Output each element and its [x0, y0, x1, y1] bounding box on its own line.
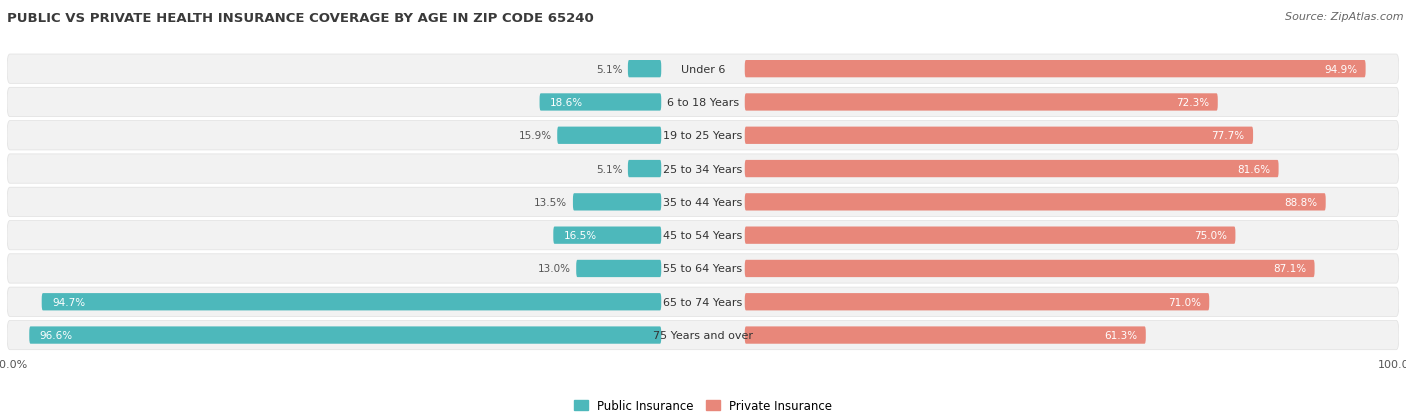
FancyBboxPatch shape — [745, 260, 1315, 278]
FancyBboxPatch shape — [628, 61, 661, 78]
FancyBboxPatch shape — [7, 188, 1399, 217]
FancyBboxPatch shape — [745, 61, 1365, 78]
Legend: Public Insurance, Private Insurance: Public Insurance, Private Insurance — [569, 394, 837, 413]
Text: 15.9%: 15.9% — [519, 131, 551, 141]
Text: 5.1%: 5.1% — [596, 164, 623, 174]
Text: 87.1%: 87.1% — [1272, 264, 1306, 274]
Text: 65 to 74 Years: 65 to 74 Years — [664, 297, 742, 307]
Text: 75.0%: 75.0% — [1194, 230, 1227, 241]
FancyBboxPatch shape — [628, 161, 661, 178]
FancyBboxPatch shape — [745, 227, 1236, 244]
FancyBboxPatch shape — [7, 121, 1399, 151]
Text: 94.7%: 94.7% — [52, 297, 86, 307]
FancyBboxPatch shape — [7, 55, 1399, 84]
Text: 13.5%: 13.5% — [534, 197, 568, 207]
FancyBboxPatch shape — [7, 88, 1399, 117]
Text: PUBLIC VS PRIVATE HEALTH INSURANCE COVERAGE BY AGE IN ZIP CODE 65240: PUBLIC VS PRIVATE HEALTH INSURANCE COVER… — [7, 12, 593, 25]
Text: 6 to 18 Years: 6 to 18 Years — [666, 98, 740, 108]
FancyBboxPatch shape — [7, 320, 1399, 350]
Text: 16.5%: 16.5% — [564, 230, 598, 241]
FancyBboxPatch shape — [540, 94, 661, 112]
FancyBboxPatch shape — [30, 327, 661, 344]
FancyBboxPatch shape — [554, 227, 661, 244]
FancyBboxPatch shape — [7, 254, 1399, 283]
Text: 35 to 44 Years: 35 to 44 Years — [664, 197, 742, 207]
FancyBboxPatch shape — [7, 221, 1399, 250]
FancyBboxPatch shape — [745, 194, 1326, 211]
Text: 71.0%: 71.0% — [1168, 297, 1201, 307]
FancyBboxPatch shape — [42, 293, 661, 311]
Text: 55 to 64 Years: 55 to 64 Years — [664, 264, 742, 274]
FancyBboxPatch shape — [745, 327, 1146, 344]
FancyBboxPatch shape — [7, 287, 1399, 317]
FancyBboxPatch shape — [7, 154, 1399, 184]
FancyBboxPatch shape — [745, 161, 1278, 178]
FancyBboxPatch shape — [572, 194, 661, 211]
FancyBboxPatch shape — [745, 293, 1209, 311]
FancyBboxPatch shape — [557, 127, 661, 145]
FancyBboxPatch shape — [745, 127, 1253, 145]
FancyBboxPatch shape — [745, 94, 1218, 112]
Text: 81.6%: 81.6% — [1237, 164, 1270, 174]
Text: 88.8%: 88.8% — [1284, 197, 1317, 207]
Text: Under 6: Under 6 — [681, 64, 725, 74]
Text: 25 to 34 Years: 25 to 34 Years — [664, 164, 742, 174]
Text: 94.9%: 94.9% — [1324, 64, 1357, 74]
Text: 13.0%: 13.0% — [537, 264, 571, 274]
Text: 18.6%: 18.6% — [550, 98, 583, 108]
Text: 61.3%: 61.3% — [1104, 330, 1137, 340]
Text: 19 to 25 Years: 19 to 25 Years — [664, 131, 742, 141]
Text: 75 Years and over: 75 Years and over — [652, 330, 754, 340]
Text: 77.7%: 77.7% — [1212, 131, 1244, 141]
Text: 45 to 54 Years: 45 to 54 Years — [664, 230, 742, 241]
FancyBboxPatch shape — [576, 260, 661, 278]
Text: Source: ZipAtlas.com: Source: ZipAtlas.com — [1285, 12, 1403, 22]
Text: 96.6%: 96.6% — [39, 330, 73, 340]
Text: 72.3%: 72.3% — [1177, 98, 1209, 108]
Text: 5.1%: 5.1% — [596, 64, 623, 74]
